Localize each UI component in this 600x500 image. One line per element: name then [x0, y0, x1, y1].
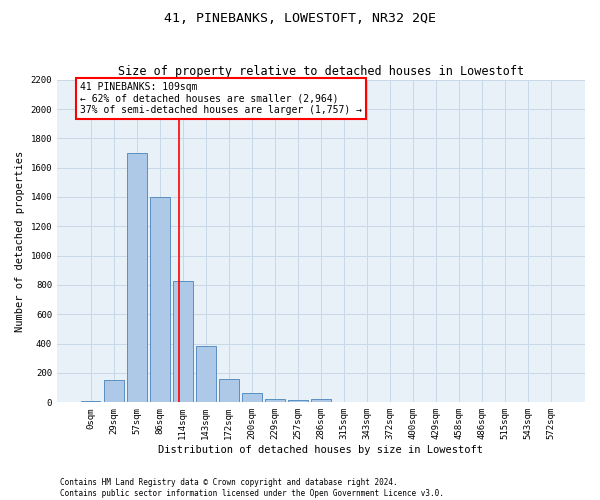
Bar — [196, 346, 215, 403]
Bar — [242, 393, 262, 402]
Bar — [81, 401, 100, 402]
Bar — [104, 380, 124, 402]
Bar — [127, 153, 146, 402]
Bar — [311, 398, 331, 402]
X-axis label: Distribution of detached houses by size in Lowestoft: Distribution of detached houses by size … — [158, 445, 484, 455]
Text: Contains HM Land Registry data © Crown copyright and database right 2024.
Contai: Contains HM Land Registry data © Crown c… — [60, 478, 444, 498]
Text: 41 PINEBANKS: 109sqm
← 62% of detached houses are smaller (2,964)
37% of semi-de: 41 PINEBANKS: 109sqm ← 62% of detached h… — [80, 82, 362, 115]
Y-axis label: Number of detached properties: Number of detached properties — [15, 150, 25, 332]
Bar — [265, 399, 284, 402]
Bar — [150, 197, 170, 402]
Text: 41, PINEBANKS, LOWESTOFT, NR32 2QE: 41, PINEBANKS, LOWESTOFT, NR32 2QE — [164, 12, 436, 26]
Bar — [219, 379, 239, 402]
Bar — [288, 400, 308, 402]
Bar — [173, 282, 193, 403]
Title: Size of property relative to detached houses in Lowestoft: Size of property relative to detached ho… — [118, 66, 524, 78]
